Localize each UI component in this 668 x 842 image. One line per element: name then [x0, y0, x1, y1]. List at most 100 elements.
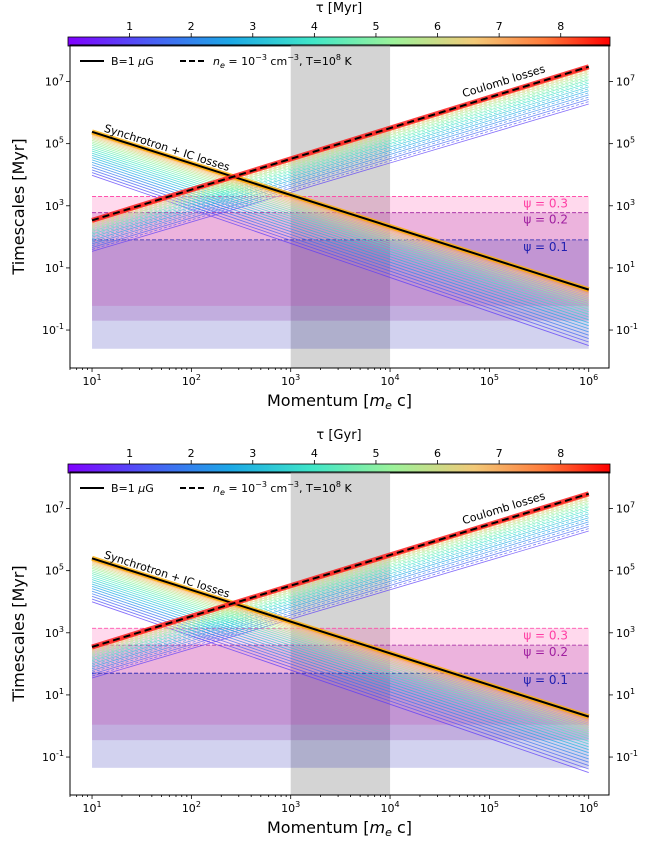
coulomb-track	[91, 508, 589, 660]
tick-base: 10	[45, 262, 59, 275]
colorbar-tick-label: 1	[126, 447, 133, 460]
coulomb-track	[91, 501, 589, 655]
psi-band-label: ψ = 0.1	[523, 240, 568, 254]
coulomb-track	[91, 530, 589, 679]
tick-base: 10	[45, 76, 59, 89]
tick-exponent: 1	[630, 260, 635, 269]
colorbar-tick-label: 4	[311, 447, 318, 460]
sync-track	[91, 569, 589, 733]
tick-exponent: 7	[630, 501, 635, 510]
tick-base: 10	[82, 375, 96, 388]
tick-exponent: 1	[96, 373, 101, 382]
legend-text: 8	[336, 53, 341, 62]
coulomb-track	[91, 96, 589, 247]
sync-track	[91, 575, 589, 740]
tick-exponent: -1	[630, 749, 638, 758]
y-tick-label: 101	[45, 687, 64, 702]
psi-band-label: ψ = 0.2	[523, 645, 568, 659]
legend-text: e	[220, 488, 225, 497]
tick-exponent: 7	[59, 74, 64, 83]
psi-band-label: ψ = 0.2	[523, 213, 568, 227]
tick-exponent: 7	[59, 501, 64, 510]
y-axis-label: Timescales [Myr]	[9, 138, 28, 275]
legend-text: K	[341, 55, 352, 68]
tick-exponent: 3	[59, 198, 64, 207]
x-axis-label-part: Momentum [	[267, 818, 370, 837]
tick-base: 10	[616, 138, 630, 151]
colorbar-tick-label: 5	[372, 447, 379, 460]
coulomb-track	[91, 517, 589, 668]
coulomb-track	[91, 498, 589, 652]
y-tick-label: 107	[45, 501, 64, 516]
tick-base: 10	[82, 802, 96, 815]
coulomb-track	[91, 92, 589, 243]
legend-text: K	[341, 482, 352, 495]
coulomb-track	[91, 506, 589, 659]
coulomb-track	[91, 94, 589, 245]
tick-exponent: 2	[196, 800, 201, 809]
sync-track	[91, 159, 589, 327]
legend-text: G	[145, 55, 154, 68]
tick-base: 10	[45, 138, 59, 151]
legend-text: −3	[287, 53, 299, 62]
coulomb-track	[91, 525, 589, 675]
legend-entry-solid: B=1 μG	[111, 482, 154, 495]
y-tick-label: 105	[45, 136, 64, 151]
coulomb-track	[91, 511, 589, 663]
legend-text: n	[213, 55, 220, 68]
x-axis-label-part: m	[370, 391, 386, 410]
legend-text: = 10	[225, 482, 255, 495]
legend: B=1 μG ne = 10−3 cm−3, T=108 K	[80, 480, 353, 497]
series-coulomb-line	[91, 492, 590, 648]
coulomb-track	[91, 79, 589, 232]
coulomb-track	[91, 509, 589, 662]
x-axis-label-part: Momentum [	[267, 391, 370, 410]
tick-exponent: 5	[494, 800, 499, 809]
tick-base: 10	[579, 375, 593, 388]
coulomb-track	[91, 71, 589, 225]
tick-base: 10	[42, 751, 56, 764]
series-synchrotron-line	[91, 130, 590, 291]
coulomb-track	[91, 74, 589, 228]
psi-band-label: ψ = 0.1	[523, 673, 568, 687]
x-tick-label: 105	[480, 373, 499, 388]
tick-exponent: -1	[56, 749, 64, 758]
colorbar-tick-label: 6	[434, 447, 441, 460]
coulomb-track	[91, 77, 589, 231]
legend-entry-dashed: ne = 10−3 cm−3, T=108 K	[213, 53, 353, 70]
y-tick-label-right: 107	[616, 74, 635, 89]
legend-text: 8	[336, 480, 341, 489]
legend-entry-solid: B=1 μG	[111, 55, 154, 68]
tick-base: 10	[616, 200, 630, 213]
x-tick-label: 104	[381, 373, 400, 388]
x-tick-label: 105	[480, 800, 499, 815]
sync-track	[91, 143, 589, 306]
colorbar-tick-label: 2	[188, 20, 195, 33]
legend-text: , T=10	[299, 55, 336, 68]
sync-track	[91, 561, 589, 722]
chart-panel-bottom: 1 2 3 4 5 6 7 8τ [Gyr]ψ = 0.3ψ = 0.2ψ = 0.1Sync…	[9, 428, 638, 839]
sync-track	[91, 563, 589, 725]
sync-track	[91, 562, 589, 723]
sync-track	[91, 585, 589, 754]
tick-base: 10	[616, 627, 630, 640]
coulomb-track	[91, 523, 589, 673]
tick-base: 10	[281, 375, 295, 388]
coulomb-track	[91, 82, 589, 235]
y-tick-label: 103	[45, 198, 64, 213]
coulomb-track	[91, 86, 589, 238]
legend: B=1 μG ne = 10−3 cm−3, T=108 K	[80, 53, 353, 70]
sync-track	[91, 138, 589, 300]
y-tick-label-right: 10-1	[616, 749, 638, 764]
tick-base: 10	[182, 375, 196, 388]
tick-base: 10	[616, 565, 630, 578]
y-tick-label: 103	[45, 625, 64, 640]
psi-band	[92, 239, 589, 349]
psi-band-label: ψ = 0.3	[523, 628, 568, 642]
colorbar-tick-label: 4	[311, 20, 318, 33]
sync-track	[91, 139, 589, 301]
coulomb-track	[91, 73, 589, 227]
sync-track	[91, 583, 589, 751]
tick-base: 10	[45, 565, 59, 578]
